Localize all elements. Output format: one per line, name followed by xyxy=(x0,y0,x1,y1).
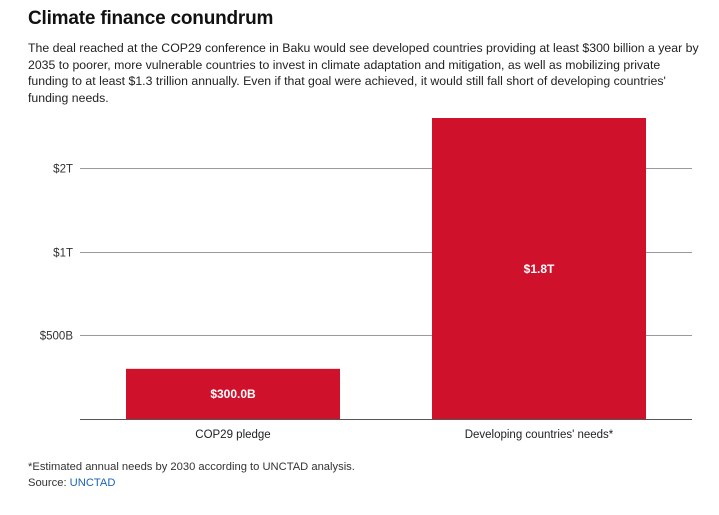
bar-value-label: $1.8T xyxy=(524,262,555,276)
chart-title: Climate finance conundrum xyxy=(28,8,274,29)
x-category-label: Developing countries' needs* xyxy=(465,429,614,441)
y-tick-label: $1T xyxy=(53,248,73,260)
bar xyxy=(126,368,340,419)
source-link[interactable]: UNCTAD xyxy=(69,477,116,489)
bar xyxy=(432,118,646,419)
footnote: *Estimated annual needs by 2030 accordin… xyxy=(28,461,355,473)
source-label: Source: xyxy=(28,477,70,489)
y-tick-label: $500B xyxy=(40,331,74,343)
bar-value-label: $300.0B xyxy=(210,387,256,401)
y-tick-label: $2T xyxy=(53,164,73,176)
chart-subtitle: The deal reached at the COP29 conference… xyxy=(28,41,699,105)
x-category-label: COP29 pledge xyxy=(195,429,270,441)
source-line: Source: UNCTAD xyxy=(28,477,115,489)
